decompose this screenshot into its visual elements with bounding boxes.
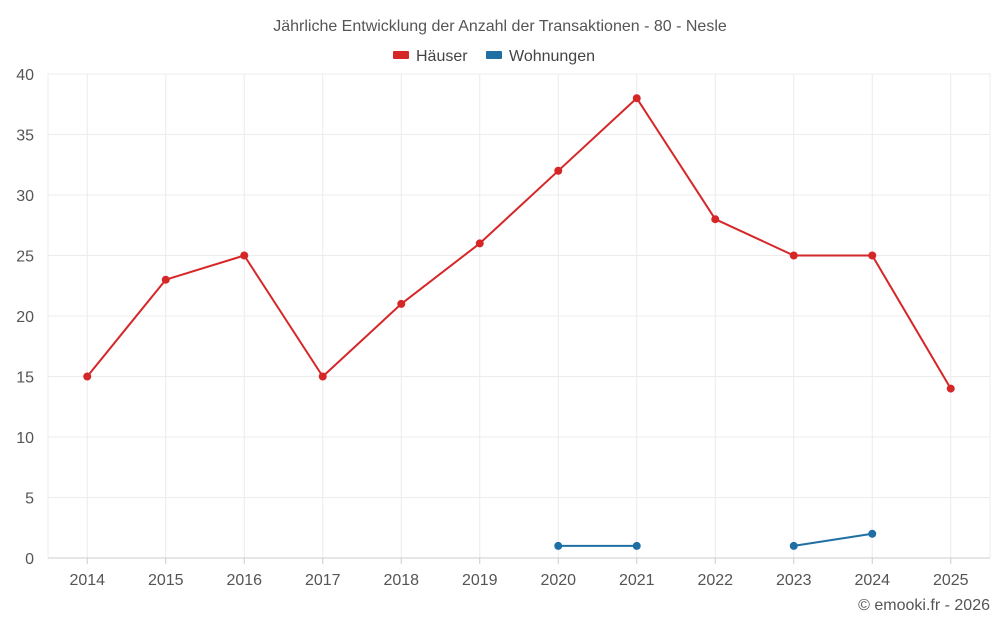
legend-swatch-haeuser [393,51,409,59]
y-tick-label: 0 [25,551,34,568]
y-tick-label: 35 [16,128,34,145]
series-haeuser [83,94,955,393]
x-tick-label: 2021 [619,572,655,589]
data-point-haeuser [240,251,249,260]
x-tick-label: 2014 [69,572,105,589]
x-tick-label: 2018 [383,572,419,589]
y-tick-label: 5 [25,491,34,508]
y-tick-label: 25 [16,249,34,266]
y-tick-label: 15 [16,370,34,387]
x-tick-label: 2015 [148,572,184,589]
legend-label-haeuser: Häuser [416,48,468,65]
data-point-haeuser [946,384,955,393]
x-tick-label: 2024 [854,572,890,589]
x-tick-label: 2025 [933,572,969,589]
legend-item-haeuser[interactable]: Häuser [393,48,468,65]
y-tick-label: 40 [16,67,34,84]
legend: Häuser Wohnungen [393,48,595,65]
series [83,94,955,550]
data-point-wohnungen [632,541,641,550]
legend-label-wohnungen: Wohnungen [509,48,595,65]
y-tick-label: 10 [16,430,34,447]
x-tick-label: 2017 [305,572,341,589]
x-tick-label: 2016 [226,572,262,589]
data-point-wohnungen [868,529,877,538]
x-tick-label: 2023 [776,572,812,589]
data-point-wohnungen [789,541,798,550]
data-point-haeuser [318,372,327,381]
chart-title: Jährliche Entwicklung der Anzahl der Tra… [273,18,727,35]
legend-swatch-wohnungen [486,51,502,59]
data-point-haeuser [868,251,877,260]
x-tick-label: 2022 [697,572,733,589]
x-tick-label: 2020 [540,572,576,589]
data-point-haeuser [161,275,170,284]
y-tick-label: 30 [16,188,34,205]
data-point-haeuser [711,215,720,224]
grid [47,73,991,559]
x-tick-label: 2019 [462,572,498,589]
data-point-haeuser [475,239,484,248]
data-point-wohnungen [554,541,563,550]
data-point-haeuser [83,372,92,381]
series-line-haeuser [86,97,952,390]
y-tick-label: 20 [16,309,34,326]
credit-text: © emooki.fr - 2026 [858,597,990,614]
data-point-haeuser [632,94,641,103]
data-point-haeuser [554,166,563,175]
data-point-haeuser [397,299,406,308]
series-line-wohnungen [793,532,873,547]
legend-item-wohnungen[interactable]: Wohnungen [486,48,595,65]
data-point-haeuser [789,251,798,260]
series-wohnungen [554,529,877,550]
